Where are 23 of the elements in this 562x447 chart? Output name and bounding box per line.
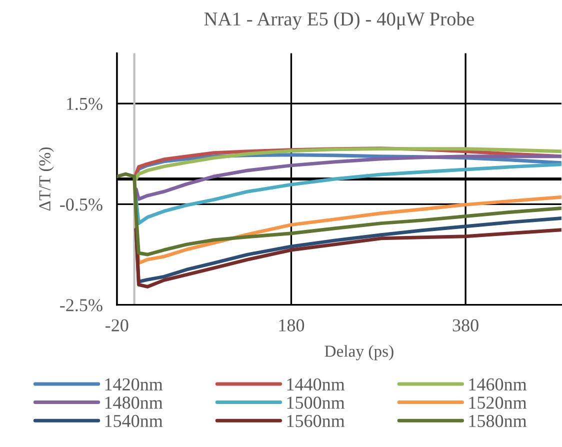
legend-label: 1420nm <box>105 378 163 391</box>
x-tick-label: 380 <box>452 319 478 332</box>
chart-title: NA1 - Array E5 (D) - 40μW Probe <box>204 12 474 30</box>
legend-label: 1500nm <box>287 396 345 409</box>
y-axis-title: ΔT/T (%) <box>38 147 54 211</box>
y-tick-label: -2.5% <box>60 299 102 312</box>
legend-label: 1460nm <box>469 378 527 391</box>
y-tick-label: 1.5% <box>66 98 102 110</box>
legend-label: 1540nm <box>105 414 163 428</box>
legend-label: 1560nm <box>287 414 345 428</box>
legend-label: 1440nm <box>287 378 345 391</box>
legend-label: 1480nm <box>105 396 163 409</box>
legend-label: 1520nm <box>469 396 527 409</box>
line-series <box>116 172 562 256</box>
line-series <box>134 162 562 226</box>
legend-label: 1580nm <box>469 414 527 428</box>
x-tick-label: 180 <box>279 319 304 332</box>
line-series <box>134 154 562 201</box>
y-tick-label: -0.5% <box>60 198 102 211</box>
x-tick-label: -20 <box>106 319 128 332</box>
line-series <box>134 228 562 288</box>
x-axis-title: Delay (ps) <box>324 345 394 360</box>
line-series <box>134 147 562 181</box>
